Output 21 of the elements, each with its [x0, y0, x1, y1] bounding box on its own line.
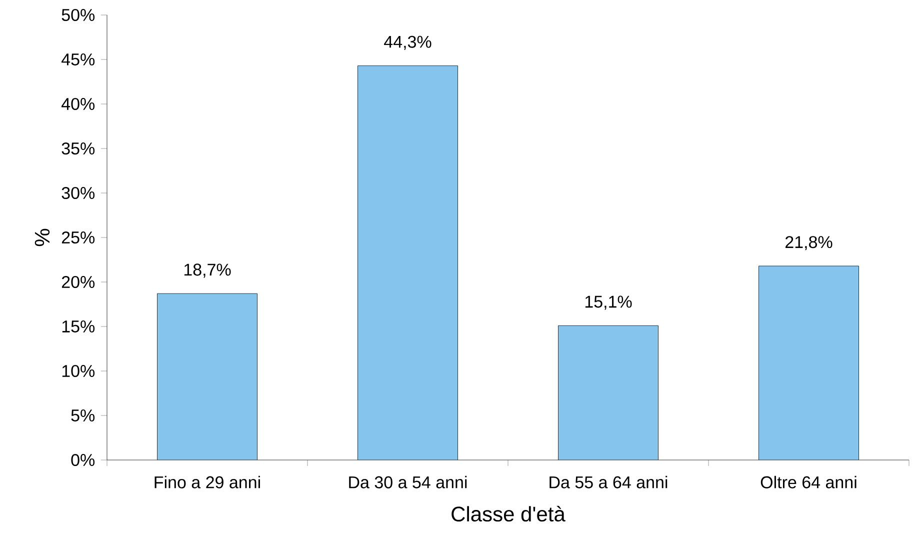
- y-tick-label: 45%: [62, 54, 95, 66]
- y-tick-label: 50%: [62, 8, 95, 22]
- y-tick-label: 40%: [62, 98, 95, 110]
- y-tick-label: 5%: [71, 410, 95, 422]
- y-tick-label: 0%: [71, 454, 95, 466]
- x-tick-label: Fino a 29 anni: [154, 476, 260, 488]
- x-axis-title: Classe d'età: [452, 506, 566, 522]
- data-label: 44,3%: [384, 36, 432, 50]
- x-tick-label: Da 55 a 64 anni: [550, 476, 668, 488]
- y-tick-label: 30%: [62, 186, 95, 200]
- y-tick-label: 20%: [62, 276, 95, 288]
- y-tick-label: 10%: [62, 364, 95, 378]
- y-axis-title: %: [34, 228, 50, 246]
- y-tick-label: 25%: [62, 231, 95, 244]
- data-label: 18,7%: [184, 264, 231, 278]
- x-tick-label: Da 30 a 54 anni: [349, 476, 467, 488]
- y-tick-label: 15%: [62, 320, 95, 332]
- x-tick-label: Oltre 64 anni: [760, 476, 856, 488]
- y-tick-label: 35%: [62, 142, 95, 155]
- data-label: 15,1%: [585, 296, 632, 310]
- data-label: 21,8%: [786, 236, 832, 250]
